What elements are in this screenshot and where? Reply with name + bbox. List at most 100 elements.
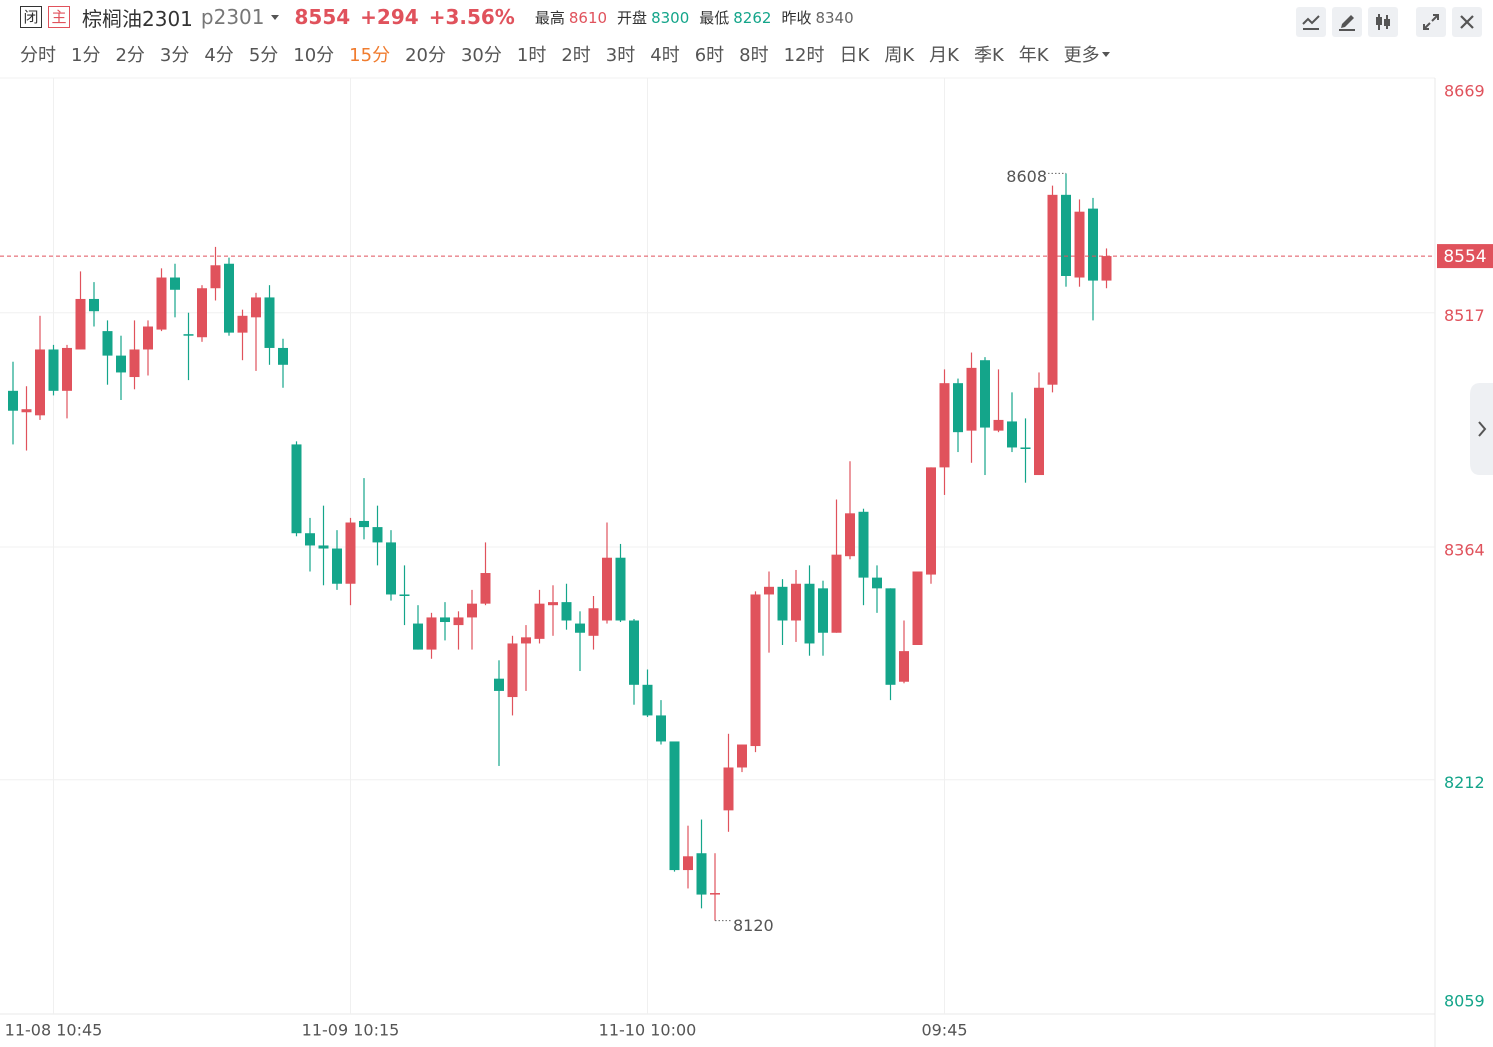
candle-body <box>62 347 72 391</box>
candle-body <box>332 548 342 584</box>
candle-body <box>48 349 59 391</box>
y-tick-label: 8364 <box>1444 541 1485 560</box>
timeframe-tab[interactable]: 3分 <box>159 45 190 66</box>
candle-body <box>737 744 747 768</box>
x-tick-label: 11-10 10:00 <box>599 1021 697 1040</box>
timeframe-tab[interactable]: 30分 <box>460 45 502 66</box>
instrument-code[interactable]: p2301 <box>200 5 265 29</box>
timeframe-tab[interactable]: 8时 <box>739 45 769 66</box>
status-badge: 闭 <box>20 6 42 28</box>
high-marker-label: 8608 <box>1006 167 1047 186</box>
timeframe-tab[interactable]: 周K <box>884 45 915 66</box>
candle-body <box>980 360 990 428</box>
candle-body <box>926 467 936 575</box>
candle-body <box>1061 194 1071 276</box>
candle-body <box>683 856 693 871</box>
candle-body <box>615 557 626 621</box>
candle-body <box>480 573 491 604</box>
timeframe-tab[interactable]: 季K <box>973 45 1004 66</box>
stat-label: 最高 <box>534 8 565 27</box>
timeframe-tab[interactable]: 20分 <box>405 45 446 66</box>
candle-body <box>764 586 774 595</box>
candle-body <box>156 277 167 330</box>
candle-body <box>818 588 828 633</box>
timeframe-tab[interactable]: 2时 <box>561 45 591 66</box>
candle-body <box>467 603 477 618</box>
x-tick-label: 09:45 <box>921 1021 967 1040</box>
timeframe-tab[interactable]: 分时 <box>20 45 56 66</box>
last-price-box <box>1437 244 1493 269</box>
timeframe-tab[interactable]: 日K <box>839 45 870 66</box>
timeframe-tabs: 分时 1分 2分 3分 4分 5分 10分 15分 20分 30分 1时 2时 3时 4时 6时 8时 12时日… <box>20 41 1110 67</box>
candle-body <box>399 594 410 596</box>
candle-body <box>912 571 923 645</box>
candle-body <box>305 533 315 546</box>
mode-badge[interactable]: 主 <box>48 6 70 28</box>
candle-body <box>170 277 180 290</box>
timeframe-tab[interactable]: 6时 <box>694 45 725 66</box>
timeframe-tab[interactable]: 15分 <box>349 45 391 66</box>
stats: 最高 8610 开盘 8300 最低 8262 昨收 8340 <box>525 7 854 28</box>
price-change: +294 <box>360 5 419 29</box>
candle-body <box>21 409 32 413</box>
timeframe-tab[interactable]: 1分 <box>71 45 101 66</box>
side-panel-toggle[interactable] <box>1470 383 1493 475</box>
timeframe-tab[interactable]: 10分 <box>293 45 335 66</box>
candle-body <box>89 298 99 312</box>
candle-body <box>116 355 126 373</box>
timeframe-tab[interactable]: 年K <box>1018 45 1049 66</box>
y-tick-label: 8669 <box>1444 82 1485 101</box>
y-tick-label: 8517 <box>1444 306 1485 325</box>
dropdown-caret[interactable] <box>270 14 279 20</box>
dropdown-caret[interactable] <box>1101 51 1110 57</box>
candle-body <box>872 577 882 589</box>
indicator-button[interactable] <box>1296 7 1326 37</box>
candle-body <box>1007 421 1017 448</box>
timeframe-tab[interactable]: 4时 <box>650 45 680 66</box>
candle-body <box>845 513 855 557</box>
candle-body <box>669 741 680 871</box>
timeframe-tab[interactable]: 2分 <box>115 45 145 66</box>
candle-body <box>561 602 572 621</box>
timeframe-tab[interactable]: 1时 <box>516 45 547 66</box>
candle-body <box>750 594 761 747</box>
candle-body <box>791 583 801 621</box>
stat-value: 8262 <box>733 8 772 27</box>
draw-button[interactable] <box>1332 7 1362 37</box>
timeframe-tab[interactable]: 12时 <box>783 45 825 66</box>
chart-type-button[interactable] <box>1368 7 1398 37</box>
candle-body <box>453 617 464 626</box>
candle-body <box>372 527 383 543</box>
candle-body <box>1088 208 1098 281</box>
candle-body <box>710 893 720 895</box>
candle-body <box>885 588 896 685</box>
candle-body <box>831 554 842 633</box>
timeframe-tab[interactable]: 5分 <box>248 45 279 66</box>
candle-body <box>345 522 356 584</box>
x-tick-label: 11-09 10:15 <box>302 1021 400 1040</box>
candle-body <box>386 542 396 595</box>
candle-body <box>264 297 275 348</box>
instrument-name: 棕榈油2301 <box>82 6 193 31</box>
timeframe-tab[interactable]: 更多 <box>1063 45 1100 66</box>
candle-body <box>575 623 585 633</box>
candle-body <box>521 637 531 644</box>
candle-body <box>966 367 977 431</box>
low-marker-label: 8120 <box>733 916 774 935</box>
header: 闭 主 棕榈油2301 p2301 8554 +294 +3.56% 最高 861… <box>20 3 854 31</box>
stat-value: 8610 <box>568 8 608 27</box>
candle-body <box>143 326 153 350</box>
candle-body <box>224 263 234 333</box>
candle-body <box>183 334 194 336</box>
timeframe-tab[interactable]: 月K <box>929 45 959 66</box>
fullscreen-button[interactable] <box>1416 7 1446 37</box>
candle-body <box>696 853 707 895</box>
stat-value: 8340 <box>815 8 854 27</box>
candle-body <box>993 419 1004 431</box>
close-button[interactable] <box>1452 7 1482 37</box>
timeframe-tab[interactable]: 4分 <box>204 45 234 66</box>
candle-body <box>237 315 248 333</box>
y-tick-label: 8212 <box>1444 773 1485 792</box>
timeframe-tab[interactable]: 3时 <box>605 45 636 66</box>
